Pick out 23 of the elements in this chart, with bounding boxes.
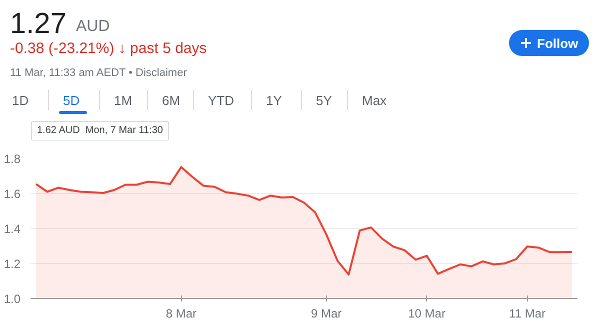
text: YTD: [208, 92, 234, 110]
text: 1M: [114, 92, 132, 110]
text: AUD: [76, 17, 110, 37]
text: 1.62 AUD Mon, 7 Mar 11:30: [31, 121, 169, 142]
text: 6M: [162, 92, 180, 110]
y-tick-label: 1.2: [4, 257, 21, 271]
text: Max: [362, 92, 387, 110]
text: 1Y: [266, 92, 282, 110]
text: 5D: [63, 92, 80, 110]
x-tick-label: 8 Mar: [166, 306, 197, 320]
x-tick-label: 9 Mar: [310, 306, 342, 320]
y-tick-label: 1.0: [4, 292, 21, 306]
y-tick-label: 1.6: [4, 187, 21, 201]
x-tick-label: 11 Mar: [509, 306, 546, 320]
text: -0.38 (-23.21%) ↓ past 5 days: [10, 39, 207, 59]
text: 11 Mar, 11:33 am AEDT • Disclaimer: [10, 66, 187, 81]
text: 1D: [12, 92, 29, 110]
y-tick-label: 1.4: [4, 222, 21, 236]
y-tick-label: 1.8: [4, 152, 21, 166]
text: 5Y: [316, 92, 332, 110]
x-tick-label: 10 Mar: [408, 306, 446, 320]
chart-title: 1.27: [10, 7, 66, 42]
text: Follow: [537, 35, 578, 53]
